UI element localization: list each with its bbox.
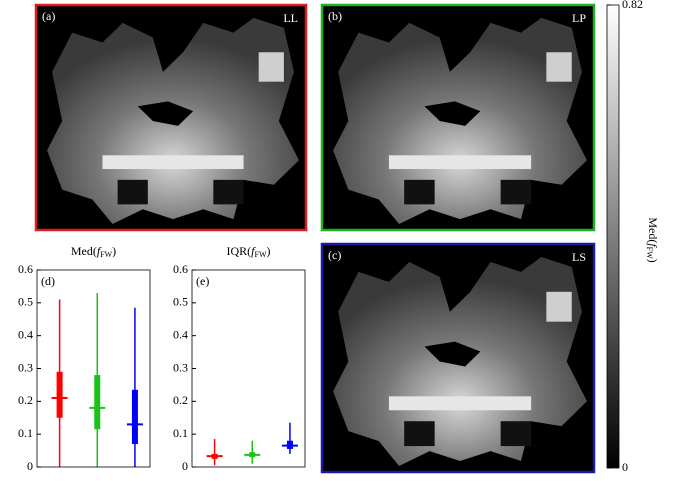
- colorbar-tick-label: 0.82: [622, 0, 643, 11]
- panel-tag: LS: [572, 250, 586, 264]
- panel-tag: LL: [283, 11, 298, 25]
- y-tick-label: 0.3: [173, 360, 188, 374]
- colorbar-label: Med(fFW): [645, 217, 660, 262]
- panel-label: (a): [42, 9, 55, 23]
- panel-label: (e): [196, 274, 209, 288]
- image-panels: (a) LL (b) LP (c) LS: [36, 5, 594, 472]
- colorbar-gradient: [607, 5, 619, 468]
- figure: (a)LL(b)LP(c)LS Med(fFW) 0.820 Med(fFW)(…: [0, 0, 675, 481]
- title-part: ): [112, 244, 116, 258]
- colorbar: Med(fFW) 0.82 0: [607, 0, 660, 474]
- chart-title: Med(fFW): [71, 244, 116, 259]
- y-tick-label: 0.1: [18, 426, 33, 440]
- panel-label: (d): [41, 274, 55, 288]
- box: [57, 372, 63, 418]
- panel-label: (b): [328, 9, 342, 23]
- colorbar-tick-label: 0: [622, 460, 628, 474]
- y-tick-label: 0: [182, 459, 188, 473]
- y-tick-label: 0.4: [18, 327, 33, 341]
- panel-tag: LP: [572, 11, 586, 25]
- title-part: IQR(: [226, 244, 251, 258]
- title-part: Med(: [71, 244, 97, 258]
- y-tick-label: 0.2: [18, 393, 33, 407]
- y-tick-label: 0.6: [173, 262, 188, 276]
- y-tick-label: 0.5: [173, 295, 188, 309]
- y-tick-label: 0.4: [173, 327, 188, 341]
- y-tick-label: 0: [27, 459, 33, 473]
- title-part: FW: [255, 250, 267, 259]
- panel-label: (c): [328, 248, 341, 262]
- chart-title: IQR(fFW): [226, 244, 270, 259]
- y-tick-label: 0.2: [173, 393, 188, 407]
- y-tick-label: 0.1: [173, 426, 188, 440]
- y-tick-label: 0.3: [18, 360, 33, 374]
- charts: Med(fFW) (d) 0 0.1 0.2 0.3 0.4 0.5 0.6 IQR(fFW) (e…: [18, 244, 305, 473]
- axes-frame: [192, 270, 305, 467]
- box: [132, 390, 138, 444]
- box: [94, 375, 100, 429]
- y-tick-label: 0.5: [18, 295, 33, 309]
- title-part: FW: [100, 250, 112, 259]
- y-tick-label: 0.6: [18, 262, 33, 276]
- title-part: ): [267, 244, 271, 258]
